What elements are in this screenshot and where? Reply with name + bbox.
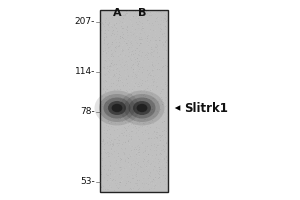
Ellipse shape bbox=[128, 98, 155, 118]
Text: B: B bbox=[138, 8, 146, 18]
Ellipse shape bbox=[133, 101, 151, 115]
Ellipse shape bbox=[119, 90, 164, 126]
Bar bbox=[100, 10, 168, 192]
Ellipse shape bbox=[112, 104, 122, 112]
Ellipse shape bbox=[103, 98, 130, 118]
Text: A: A bbox=[113, 8, 121, 18]
Text: 207-: 207- bbox=[75, 18, 95, 26]
Ellipse shape bbox=[124, 94, 160, 122]
Text: 114-: 114- bbox=[75, 68, 95, 76]
Ellipse shape bbox=[99, 94, 135, 122]
Text: Slitrk1: Slitrk1 bbox=[184, 102, 228, 114]
Text: 78-: 78- bbox=[80, 108, 95, 116]
Ellipse shape bbox=[108, 101, 126, 115]
Ellipse shape bbox=[136, 104, 147, 112]
Ellipse shape bbox=[94, 90, 140, 126]
Text: 53-: 53- bbox=[80, 178, 95, 186]
